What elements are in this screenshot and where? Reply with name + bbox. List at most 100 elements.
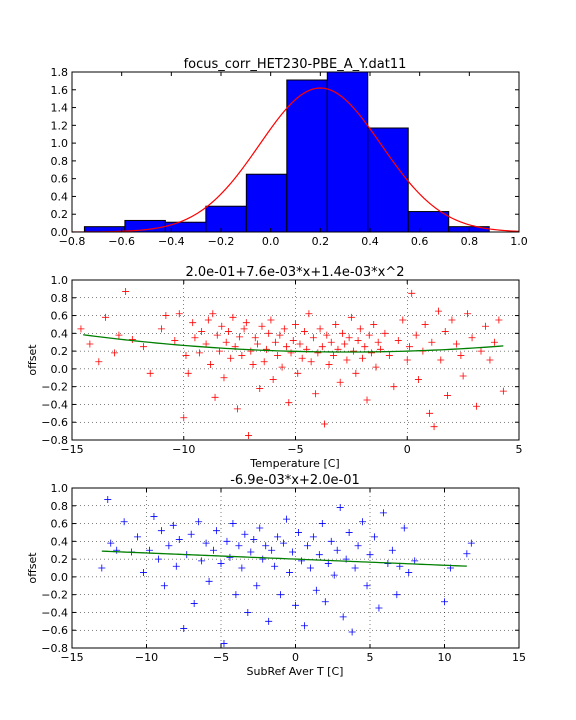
scatter-point — [294, 528, 302, 536]
scatter-point — [289, 336, 297, 344]
scatter-point — [238, 564, 246, 572]
scatter-point — [140, 343, 148, 351]
scatter-point — [235, 542, 243, 550]
scatter-point — [287, 349, 295, 357]
x-tick-label: 0.4 — [361, 235, 379, 248]
scatter-point — [314, 349, 322, 357]
scatter-point — [325, 360, 333, 368]
scatter-point — [205, 577, 213, 585]
scatter-point — [336, 378, 344, 386]
scatter-point — [180, 414, 188, 422]
x-tick-label: −0.8 — [59, 235, 86, 248]
scatter-point — [324, 560, 332, 568]
y-tick-label: 1.0 — [51, 137, 69, 150]
scatter-point — [102, 313, 110, 321]
scatter-point — [426, 409, 434, 417]
scatter-point — [359, 354, 367, 362]
scatter-point — [332, 320, 340, 328]
scatter-point — [356, 325, 364, 333]
gaussian-fit-line — [71, 87, 520, 233]
scatter-point — [394, 336, 402, 344]
y-tick-label: 0.8 — [51, 292, 69, 305]
scatter-point — [459, 372, 467, 380]
scatter-point — [260, 358, 268, 366]
scatter-point — [365, 331, 373, 339]
y-tick-label: −0.8 — [41, 642, 68, 655]
scatter-point — [267, 316, 275, 324]
scatter-point — [441, 598, 448, 606]
scatter-point — [388, 546, 396, 554]
scatter-point — [399, 316, 407, 324]
scatter-point — [211, 393, 219, 401]
scatter-point — [327, 338, 335, 346]
scatter-point — [229, 313, 237, 321]
scatter-point — [224, 328, 232, 336]
scatter-point — [190, 600, 198, 608]
scatter-point — [463, 550, 471, 558]
scatter-point — [350, 347, 358, 355]
scatter-point — [195, 518, 203, 526]
scatter-point — [210, 546, 218, 554]
temperature-grid — [72, 280, 519, 440]
x-tick-label: 5 — [516, 443, 523, 456]
scatter-point — [300, 328, 308, 336]
temperature-scatter-title: 2.0e-01+7.6e-03*x+1.4e-03*x^2 — [185, 265, 404, 280]
scatter-point — [195, 349, 203, 357]
scatter-point — [385, 352, 393, 360]
scatter-point — [157, 325, 165, 333]
scatter-point — [354, 336, 362, 344]
scatter-point — [296, 340, 304, 348]
scatter-point — [318, 343, 326, 351]
scatter-point — [204, 316, 212, 324]
scatter-point — [218, 322, 226, 330]
scatter-point — [312, 390, 320, 398]
y-tick-label: 0.2 — [51, 553, 69, 566]
subref-ylabel: offset — [26, 552, 39, 584]
scatter-point — [286, 568, 294, 576]
scatter-point — [421, 320, 429, 328]
scatter-point — [412, 331, 420, 339]
scatter-point — [251, 334, 259, 342]
y-tick-label: 1.0 — [51, 482, 69, 495]
y-tick-label: −0.4 — [41, 398, 68, 411]
scatter-point — [274, 533, 282, 541]
scatter-point — [242, 319, 250, 327]
scatter-point — [104, 496, 112, 504]
scatter-point — [191, 334, 199, 342]
scatter-point — [202, 340, 210, 348]
scatter-point — [347, 313, 355, 321]
scatter-point — [160, 582, 168, 590]
scatter-point — [370, 320, 378, 328]
scatter-point — [352, 369, 360, 377]
scatter-point — [175, 536, 183, 544]
scatter-point — [330, 571, 338, 579]
scatter-point — [247, 548, 255, 556]
scatter-point — [250, 536, 258, 544]
scatter-point — [209, 310, 217, 318]
scatter-point — [217, 560, 225, 568]
subref-points — [98, 496, 475, 648]
scatter-point — [184, 369, 192, 377]
histogram-bar — [286, 79, 328, 233]
scatter-point — [213, 527, 221, 535]
x-tick-label: −5 — [287, 443, 303, 456]
scatter-point — [285, 399, 293, 407]
y-tick-label: 0.8 — [51, 155, 69, 168]
gaussian-fit — [71, 87, 520, 233]
scatter-point — [165, 542, 173, 550]
scatter-point — [249, 360, 257, 368]
y-tick-label: −0.6 — [41, 416, 68, 429]
scatter-point — [220, 374, 228, 382]
subref-scatter-title: -6.9e-03*x+2.0e-01 — [230, 473, 360, 488]
scatter-point — [499, 387, 507, 395]
y-tick-label: 1.2 — [51, 119, 69, 132]
scatter-point — [321, 598, 329, 606]
scatter-point — [292, 320, 299, 328]
scatter-point — [226, 553, 234, 561]
scatter-point — [280, 539, 288, 547]
scatter-point — [271, 338, 279, 346]
scatter-point — [245, 432, 253, 440]
scatter-point — [375, 604, 383, 612]
temperature-points — [77, 288, 507, 440]
scatter-point — [345, 528, 353, 536]
